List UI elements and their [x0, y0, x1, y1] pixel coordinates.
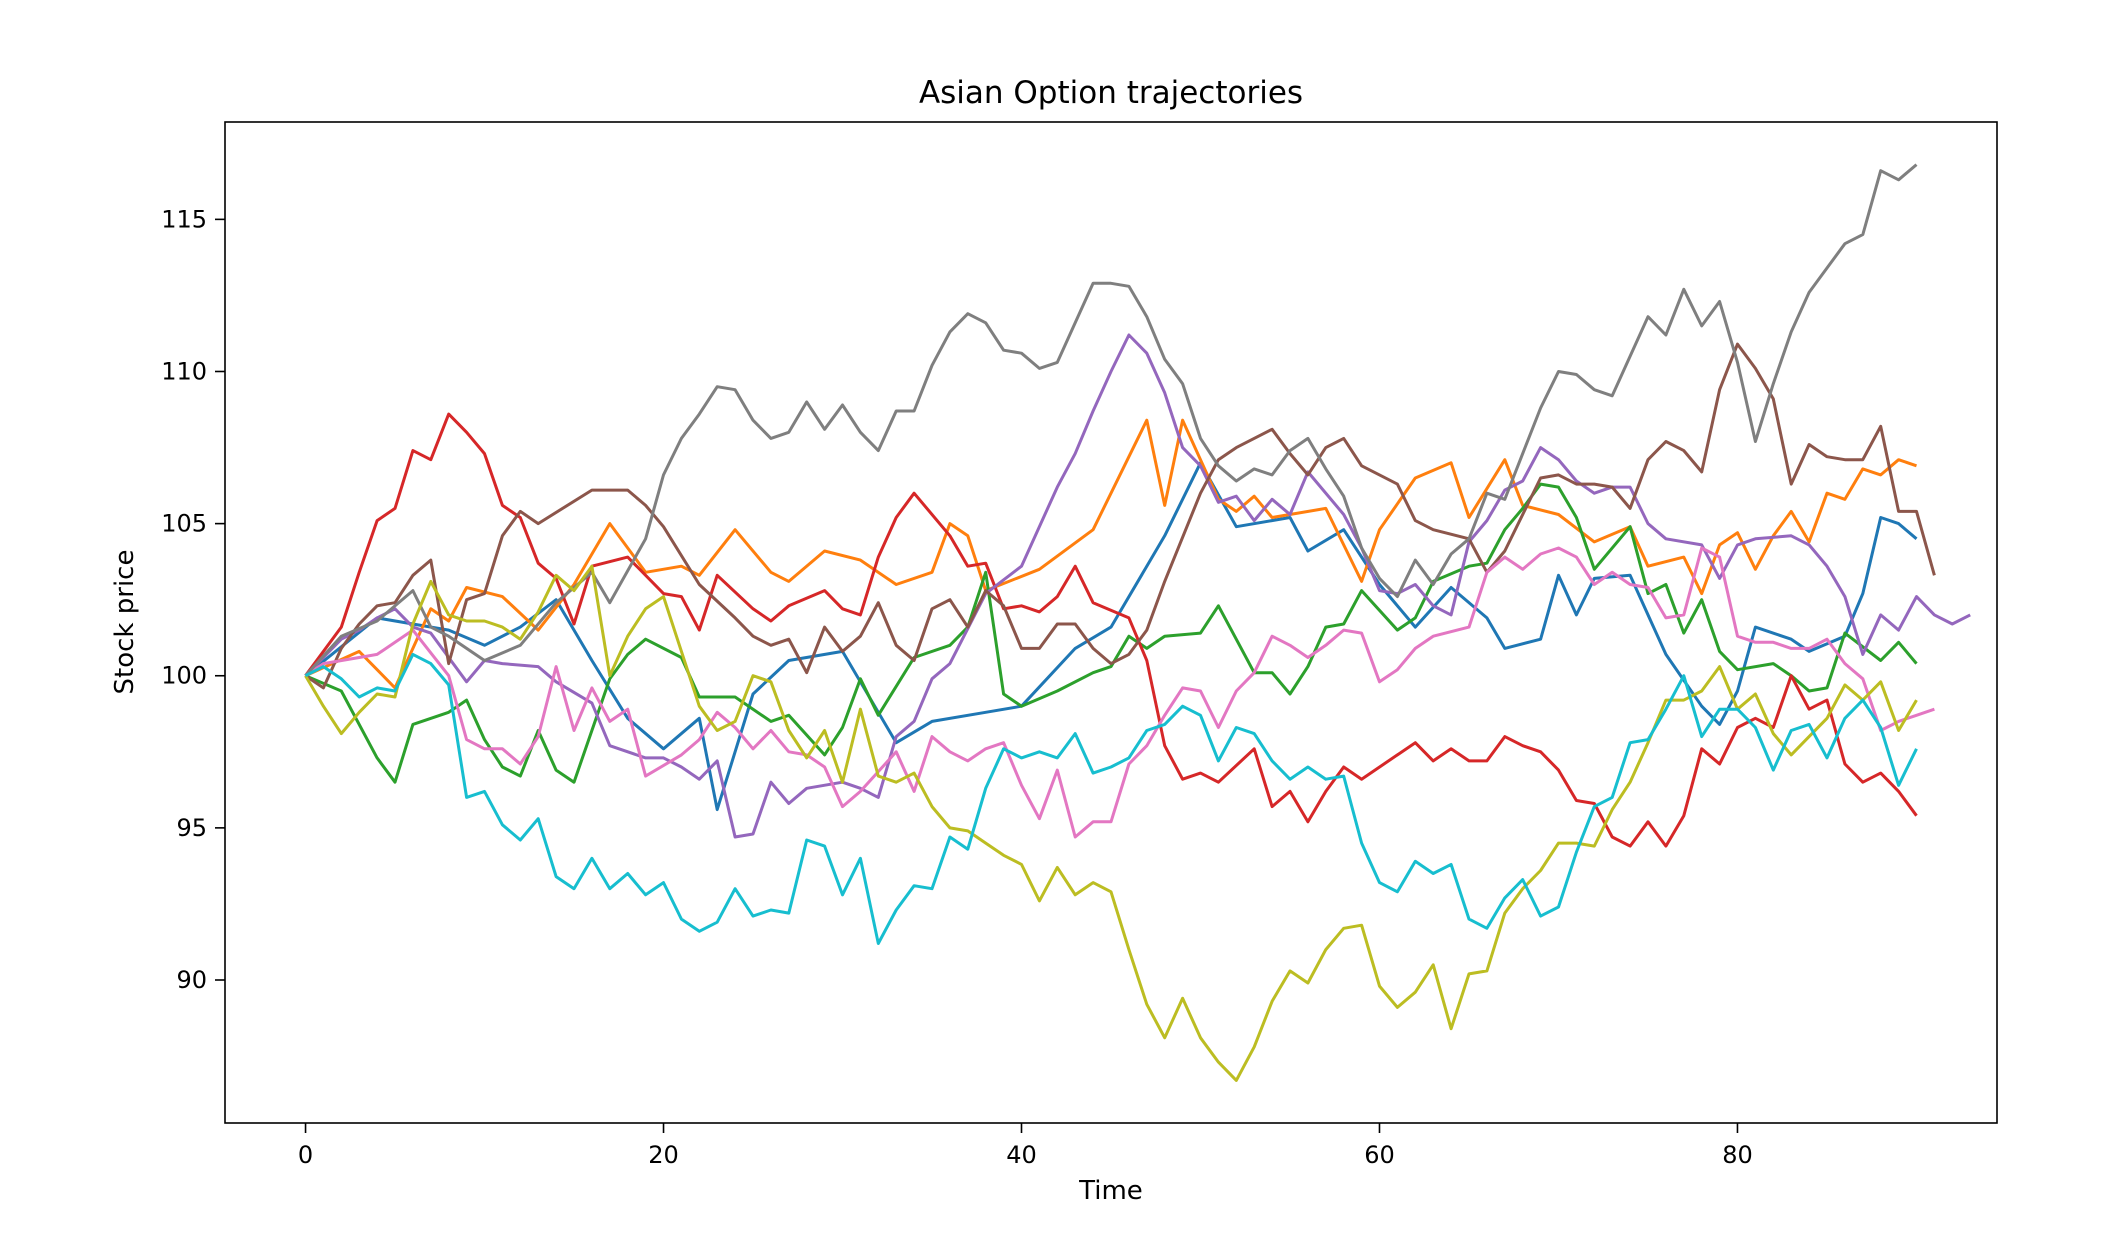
series-line-5	[304, 333, 1971, 839]
x-tick-label-0: 0	[298, 1141, 313, 1169]
plot-series-group	[304, 163, 1971, 1082]
y-axis-label: Stock price	[110, 550, 140, 695]
chart-title: Asian Option trajectories	[919, 75, 1303, 111]
series-line-9	[304, 564, 1918, 1082]
x-tick-label-80: 80	[1722, 1141, 1753, 1169]
series-line-1	[304, 461, 1918, 812]
y-tick-label-110: 110	[161, 357, 207, 385]
series-line-8	[304, 163, 1918, 677]
x-tick-label-20: 20	[648, 1141, 679, 1169]
series-line-4	[304, 412, 1918, 848]
plot-frame	[224, 121, 1998, 1124]
x-tick-label-40: 40	[1006, 1141, 1037, 1169]
x-tick-label-60: 60	[1364, 1141, 1395, 1169]
y-tick-label-90: 90	[176, 966, 207, 994]
y-tick-label-100: 100	[161, 662, 207, 690]
series-line-6	[304, 342, 1936, 690]
series-line-3	[304, 482, 1918, 784]
y-axis: 90 95 100 105 110 115	[161, 205, 225, 994]
x-axis: 0 20 40 60 80	[298, 1123, 1753, 1169]
series-line-10	[304, 652, 1918, 945]
y-tick-label-105: 105	[161, 510, 207, 538]
y-tick-label-115: 115	[161, 205, 207, 233]
x-axis-label: Time	[1078, 1176, 1143, 1206]
series-line-7	[304, 546, 1935, 839]
y-tick-label-95: 95	[176, 814, 207, 842]
